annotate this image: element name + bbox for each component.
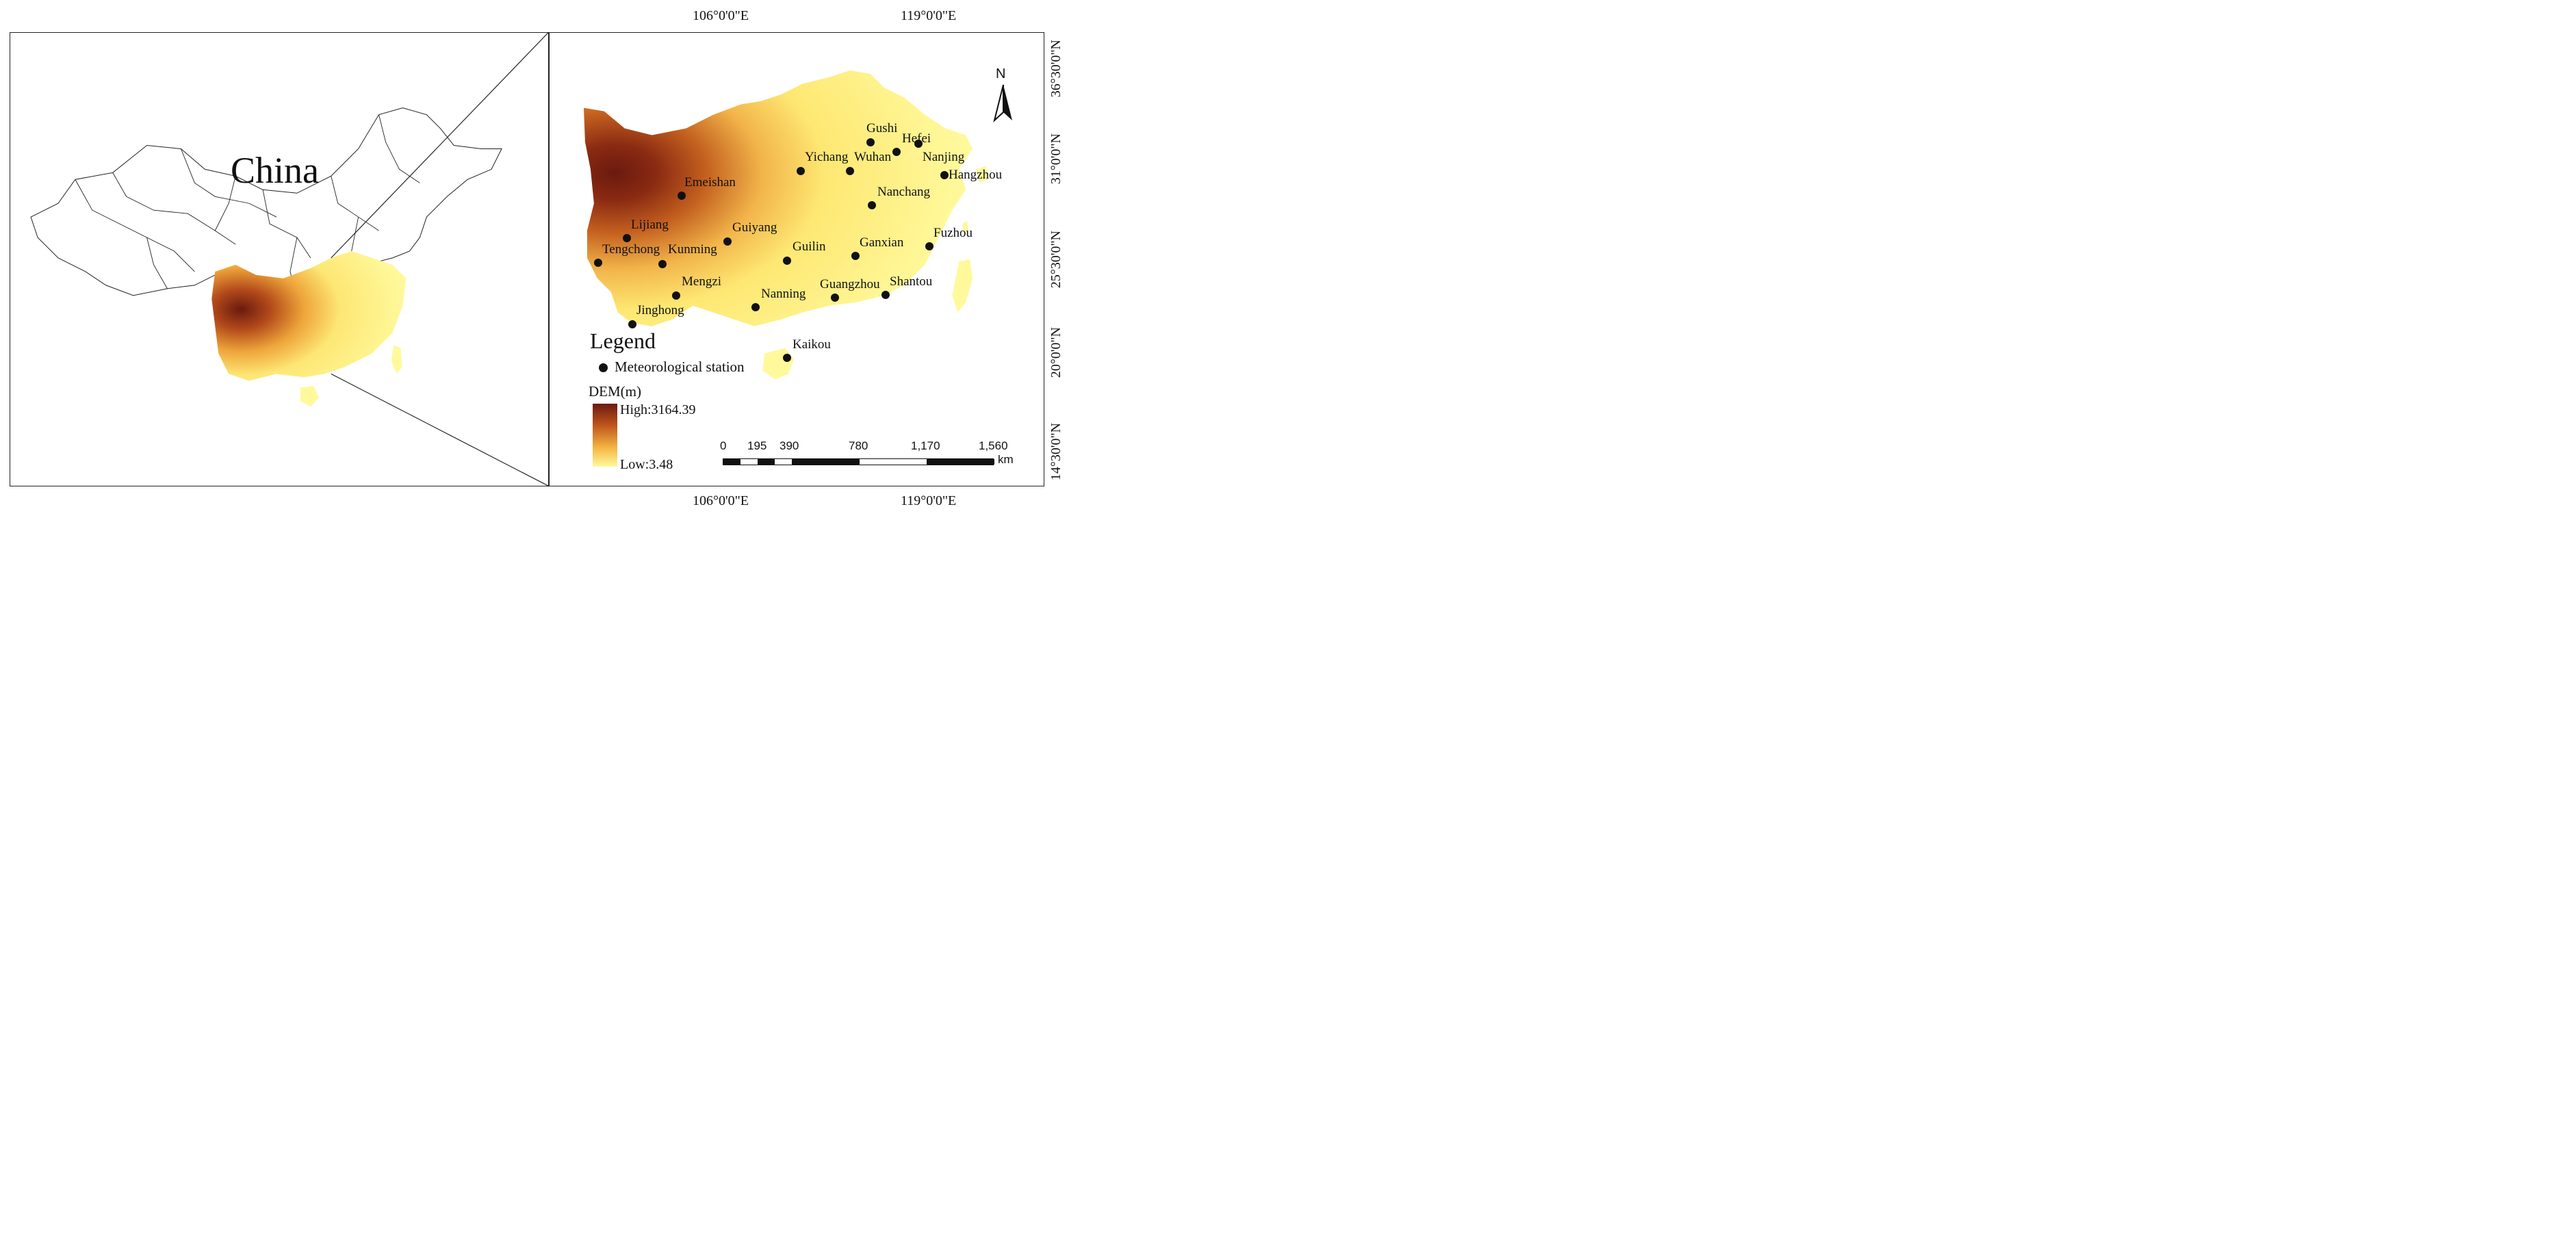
station-label: Jinghong	[636, 303, 684, 317]
hainan-shape	[300, 386, 319, 407]
station-label: Lijiang	[631, 218, 669, 232]
hainan-island	[762, 348, 795, 380]
station-dot	[783, 257, 791, 265]
coastal-islands	[962, 166, 988, 233]
legend-title: Legend	[590, 328, 656, 353]
station-dot	[797, 167, 805, 175]
station-dot	[672, 291, 680, 300]
taiwan-shape	[391, 345, 402, 374]
station-label: Gushi	[866, 121, 898, 135]
legend-station-dot-icon	[599, 363, 608, 372]
station-label: Yichang	[805, 150, 849, 164]
station-label: Shantou	[890, 274, 933, 289]
study-area-dem	[583, 70, 973, 326]
lat-label-25n: 25°30'0"N	[1048, 231, 1064, 289]
station-dot	[623, 234, 631, 242]
station-label: Mengzi	[682, 274, 722, 289]
station-label: Hefei	[902, 131, 931, 146]
scale-tick: 1,170	[911, 439, 940, 452]
lat-label-14n: 14°30'0"N	[1048, 423, 1064, 481]
china-overview-map	[30, 33, 548, 486]
station-dot	[678, 192, 686, 200]
scale-bar	[723, 458, 994, 465]
province-lines	[75, 114, 420, 299]
station-dot	[628, 320, 636, 328]
dem-high-label: High:3164.39	[620, 402, 696, 417]
station-label: Fuzhou	[933, 226, 973, 240]
taiwan-island	[952, 259, 973, 313]
country-label: China	[231, 150, 319, 191]
station-dot	[866, 138, 875, 146]
lat-label-31n: 31°0'0"N	[1048, 133, 1064, 185]
overview-map-panel: China	[10, 32, 549, 486]
north-label: N	[996, 66, 1006, 81]
station-label: Ganxian	[860, 235, 904, 250]
scale-tick: 780	[849, 439, 868, 452]
station-dot	[846, 167, 854, 175]
station-dot	[881, 291, 890, 299]
scale-tick: 0	[720, 439, 727, 452]
china-outline	[30, 107, 502, 300]
legend-station-label: Meteorological station	[615, 359, 745, 375]
study-area-shape	[211, 251, 407, 381]
station-label: Guangzhou	[820, 277, 880, 291]
lon-label-top-106: 106°0'0"E	[693, 8, 749, 23]
dem-low-label: Low:3.48	[620, 457, 673, 472]
station-dot	[723, 237, 732, 246]
lat-label-20n: 20°0'0"N	[1048, 327, 1064, 378]
lon-label-bottom-106: 106°0'0"E	[693, 493, 749, 508]
scale-tick: 195	[747, 439, 767, 452]
station-dot	[940, 171, 949, 179]
station-dot	[783, 354, 791, 362]
station-dot	[925, 242, 933, 250]
lon-label-bottom-119: 119°0'0"E	[901, 493, 957, 508]
north-arrow-icon	[993, 84, 1012, 123]
station-label: Guilin	[793, 239, 826, 254]
dem-color-ramp	[593, 404, 617, 467]
station-label: Kunming	[668, 242, 717, 257]
station-label: Emeishan	[684, 175, 736, 190]
dem-map-panel: N	[549, 32, 1044, 486]
scale-tick: 1,560	[979, 439, 1008, 452]
station-dot	[851, 252, 860, 260]
lon-label-top-119: 119°0'0"E	[901, 8, 957, 23]
station-label: Hangzhou	[949, 168, 1003, 182]
station-label: Nanchang	[877, 185, 931, 199]
station-label: Guiyang	[732, 220, 777, 235]
station-dot	[914, 140, 923, 148]
station-dot	[868, 201, 876, 209]
station-dot	[658, 260, 667, 268]
dem-legend-title: DEM(m)	[589, 383, 641, 400]
station-dot	[831, 294, 839, 302]
station-label: Nanjing	[923, 150, 965, 164]
zoom-connector-bottom	[331, 373, 548, 486]
station-dot	[594, 259, 602, 267]
station-dot	[751, 303, 760, 311]
station-label: Tengchong	[602, 242, 660, 257]
scale-tick: 390	[780, 439, 799, 452]
lat-label-36n: 36°30'0"N	[1048, 40, 1064, 98]
scale-unit: km	[998, 453, 1014, 466]
station-label: Kaikou	[793, 337, 831, 352]
station-label: Nanning	[761, 287, 806, 301]
station-label: Wuhan	[854, 150, 892, 164]
zoom-connector-top	[331, 33, 548, 259]
station-dot	[892, 148, 901, 156]
